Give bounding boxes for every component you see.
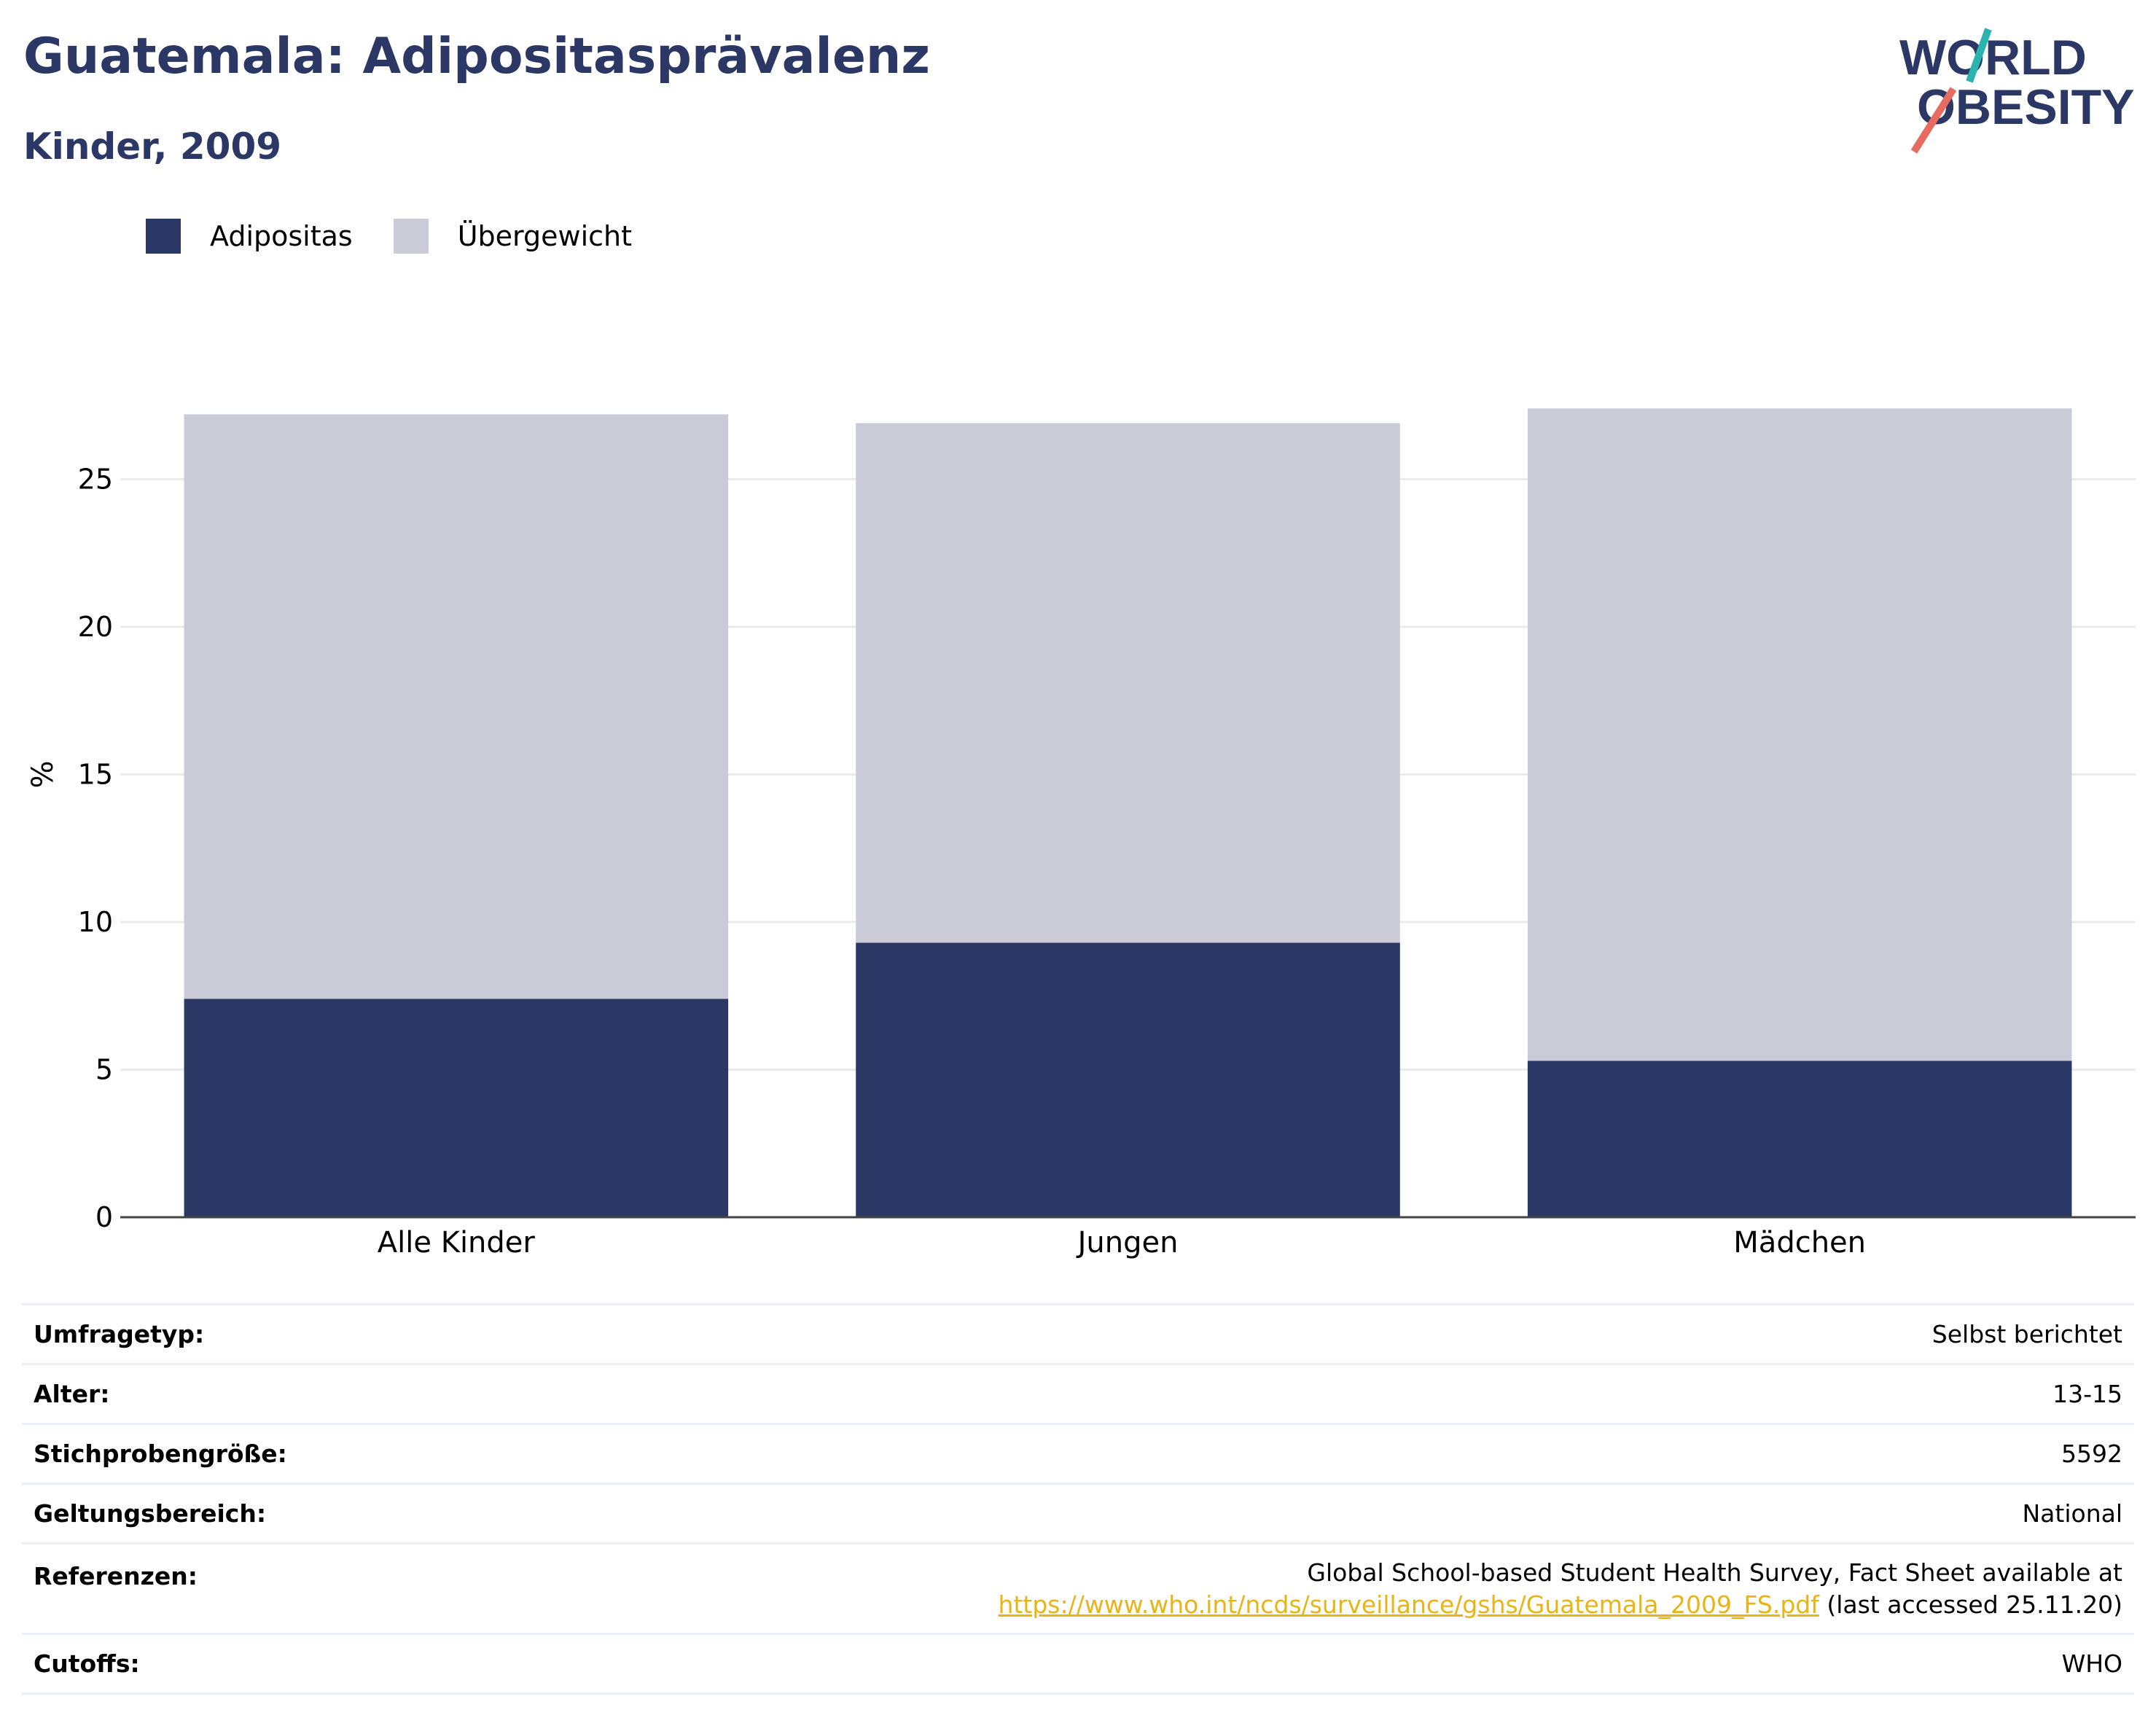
info-key: Cutoffs:	[22, 1633, 433, 1695]
info-key: Alter:	[22, 1363, 433, 1424]
logo-line1: WORLD	[1899, 30, 2087, 85]
info-key: Stichprobengröße:	[22, 1423, 433, 1484]
info-key: Geltungsbereich:	[22, 1483, 433, 1544]
y-axis-label: %	[26, 760, 60, 788]
reference-link[interactable]: https://www.who.int/ncds/surveillance/gs…	[998, 1590, 1819, 1619]
x-tick-label: Alle Kinder	[378, 1226, 536, 1260]
y-tick-label: 0	[95, 1201, 113, 1233]
reference-text: Global School-based Student Health Surve…	[1307, 1558, 2122, 1587]
legend-label-adipositas: Adipositas	[210, 220, 353, 252]
bar-adipositas	[184, 999, 729, 1217]
reference-suffix: (last accessed 25.11.20)	[1819, 1590, 2122, 1619]
legend-swatch-uebergewicht	[393, 219, 429, 254]
y-tick-label: 10	[78, 906, 113, 938]
info-key: Referenzen:	[22, 1542, 433, 1634]
info-row-geltungsbereich: Geltungsbereich: National	[22, 1483, 2134, 1544]
info-value: 13-15	[432, 1363, 2134, 1424]
legend-label-uebergewicht: Übergewicht	[457, 220, 632, 252]
y-tick-label: 15	[78, 759, 113, 791]
logo-line2: OBESITY	[1917, 79, 2135, 135]
info-row-alter: Alter: 13-15	[22, 1363, 2134, 1424]
chart-legend: Adipositas Übergewicht	[146, 216, 673, 257]
y-tick-label: 5	[95, 1054, 113, 1086]
info-row-cutoffs: Cutoffs: WHO	[22, 1633, 2134, 1695]
legend-item-uebergewicht[interactable]: Übergewicht	[393, 219, 632, 254]
bar-adipositas	[1527, 1061, 2072, 1217]
bar-uebergewicht	[184, 414, 729, 999]
stacked-bar-chart: 0 5 10 15 20 25% Alle Kinder Jungen Mädchen	[26, 408, 2136, 1260]
world-obesity-logo: WORLD OBESITY	[1899, 28, 2135, 154]
legend-swatch-adipositas	[146, 219, 181, 254]
info-value: Global School-based Student Health Surve…	[432, 1542, 2134, 1634]
info-row-stichprobengroesse: Stichprobengröße: 5592	[22, 1423, 2134, 1484]
y-tick-label: 20	[78, 611, 113, 643]
info-value: Selbst berichtet	[432, 1303, 2134, 1364]
info-value: WHO	[432, 1633, 2134, 1695]
x-tick-label: Jungen	[1076, 1226, 1179, 1260]
bar-adipositas	[856, 942, 1400, 1217]
info-row-referenzen: Referenzen: Global School-based Student …	[22, 1542, 2134, 1634]
info-value: National	[432, 1483, 2134, 1544]
survey-info-table: Umfragetyp: Selbst berichtet Alter: 13-1…	[22, 1303, 2134, 1695]
x-tick-label: Mädchen	[1733, 1226, 1866, 1260]
page-subtitle: Kinder, 2009	[23, 125, 282, 168]
legend-item-adipositas[interactable]: Adipositas	[146, 219, 353, 254]
bar-uebergewicht	[856, 423, 1400, 943]
logo-slash-coral	[1910, 87, 1957, 154]
logo-slash-teal	[1966, 28, 1992, 83]
info-key: Umfragetyp:	[22, 1303, 433, 1364]
info-row-umfragetyp: Umfragetyp: Selbst berichtet	[22, 1303, 2134, 1364]
y-tick-label: 25	[78, 464, 113, 496]
info-value: 5592	[432, 1423, 2134, 1484]
bar-uebergewicht	[1527, 408, 2072, 1061]
page-title: Guatemala: Adipositasprävalenz	[23, 28, 930, 85]
